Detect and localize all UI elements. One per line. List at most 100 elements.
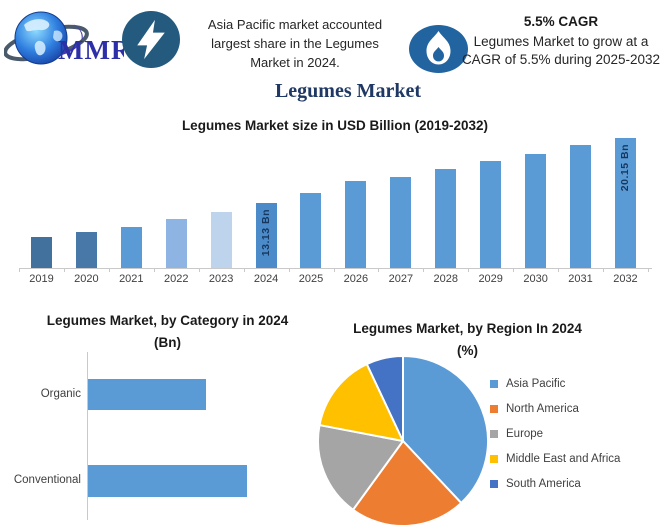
x-axis-tick [513,268,515,272]
pie-chart-subtitle: (%) [457,343,478,358]
x-label-2020: 2020 [74,273,99,285]
legend-label: Asia Pacific [506,378,566,390]
highlight-line: Market in 2024. [250,55,340,70]
legend-item-europe: Europe [490,428,620,440]
legend-marker [490,430,498,438]
page-title: Legumes Market [274,80,422,102]
bar-cell-2019 [19,138,64,268]
x-axis-tick [108,268,110,272]
pie-chart-title: Legumes Market, by Region In 2024 (%) [330,318,605,362]
bar-cell-2029 [468,138,513,268]
x-axis-tick [558,268,560,272]
bar-2022 [165,219,187,268]
x-label-2025: 2025 [298,273,324,285]
x-axis-tick [333,268,335,272]
bar-cell-2030 [513,138,558,268]
bar-2025 [300,193,322,268]
highlight-line: largest share in the Legumes [211,36,379,51]
legend-label: Middle East and Africa [506,453,621,465]
x-axis-tick [288,268,290,272]
category-chart-subtitle: (Bn) [154,335,181,350]
legend-item-south-america: South America [490,478,620,490]
x-label-2031: 2031 [568,273,593,285]
legend-marker [490,380,498,388]
bar-cell-2024: 13.13 Bn [244,138,289,268]
bar-cell-2026 [333,138,378,268]
x-label-2023: 2023 [208,273,234,285]
bar-2028 [435,169,457,268]
legend-marker [490,480,498,488]
x-axis-tick [378,268,380,272]
x-label-2026: 2026 [343,273,369,285]
mmr-logo: MMR [3,5,130,69]
x-axis-tick [603,268,605,272]
x-label-2021: 2021 [119,273,144,285]
pie-slice-europe [317,424,404,511]
bar-cell-2020 [64,138,109,268]
legend-marker [490,455,498,463]
legend-item-middle-east-and-africa: Middle East and Africa [490,453,620,465]
bar-cell-2028 [423,138,468,268]
bar-2023 [210,212,232,268]
bar-2019 [30,237,52,268]
pie-slice-asia-pacific [402,355,489,504]
pie-slice-middle-east-and-africa [318,363,404,442]
market-size-bar-chart: 13.13 Bn 20.15 Bn [19,138,648,268]
pie-chart-title-line: Legumes Market, by Region In 2024 [353,321,582,336]
bar-2021 [120,227,142,268]
globe-icon: MMR [3,11,130,65]
legend-item-north-america: North America [490,403,620,415]
bar-chart-title: Legumes Market size in USD Billion (2019… [181,118,489,133]
header-highlight-text: Asia Pacific market accounted largest sh… [194,15,396,72]
x-axis-tick [243,268,245,272]
legend-label: South America [506,478,581,490]
legend-label: Europe [506,428,544,440]
region-pie-chart [317,355,489,527]
bar-cell-2021 [109,138,154,268]
category-bar-organic [88,379,206,410]
x-axis-tick [63,268,65,272]
x-axis-tick [198,268,200,272]
bar-2024: 13.13 Bn [255,203,277,268]
x-label-2027: 2027 [388,273,414,285]
x-label-2029: 2029 [478,273,503,285]
x-label-2019: 2019 [29,273,54,285]
category-chart-title-line: Legumes Market, by Category in 2024 [46,313,289,328]
bar-2026 [345,181,367,268]
bar-cell-2031 [558,138,603,268]
bar-cell-2025 [289,138,334,268]
x-axis-tick [19,268,20,272]
category-chart-title: Legumes Market, by Category in 2024 (Bn) [25,310,310,354]
bar-cell-2032: 20.15 Bn [603,138,648,268]
cagr-title: 5.5% CAGR [523,14,599,29]
bar-2031 [570,145,592,268]
pie-slice-north-america [352,440,463,527]
x-label-2028: 2028 [433,273,458,285]
bar-2030 [525,154,547,268]
x-axis-tick [423,268,425,272]
x-label-2032: 2032 [613,273,638,285]
pie-legend: Asia Pacific North America Europe Middle Ea… [490,378,620,490]
bar-value-label-2024: 13.13 Bn [260,209,273,257]
pie-slice-south-america [365,355,404,442]
x-axis-line [19,268,652,269]
legend-marker [490,405,498,413]
cagr-line: CAGR of 5.5% during 2025-2032 [461,52,661,67]
x-axis-tick [468,268,470,272]
bar-value-label-2032: 20.15 Bn [619,144,632,192]
bar-2027 [390,177,412,268]
legend-label: North America [506,403,579,415]
category-y-axis-line [87,352,88,520]
x-label-2022: 2022 [163,273,189,285]
x-axis-tick [648,268,649,272]
bar-cell-2023 [199,138,244,268]
bar-cell-2022 [154,138,199,268]
legend-item-asia-pacific: Asia Pacific [490,378,620,390]
bar-cell-2027 [378,138,423,268]
cagr-callout: 5.5% CAGR Legumes Market to grow at a CA… [455,14,667,69]
logo-text: MMR [58,35,124,65]
x-label-2030: 2030 [523,273,548,285]
bar-2032: 20.15 Bn [614,138,636,268]
x-axis-labels: 2019 2020 2021 2022 2023 2024 2025 2026 2027 2028… [19,273,648,285]
